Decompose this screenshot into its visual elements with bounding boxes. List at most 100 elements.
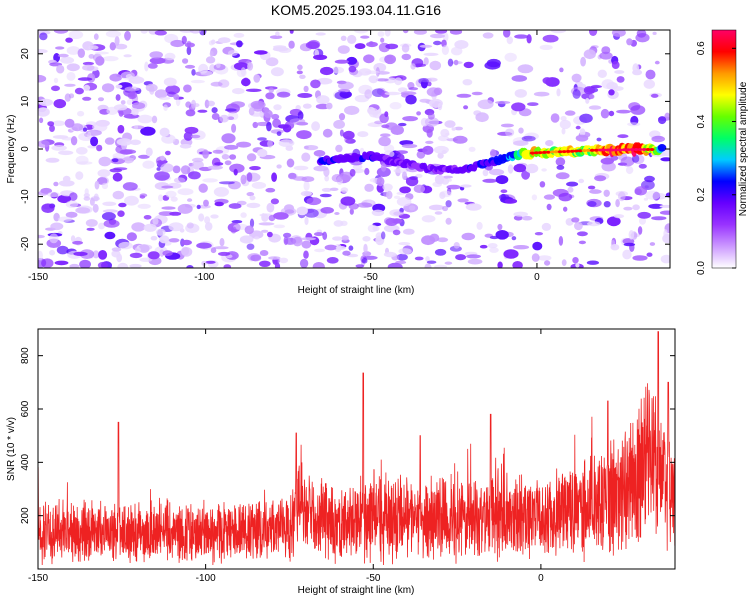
heatmap-cell [240,174,247,185]
heatmap-cell [254,236,260,240]
heatmap-cell [261,213,269,222]
heatmap-cell [531,194,538,201]
heatmap-cell [487,243,498,249]
heatmap-cell [473,110,482,116]
heatmap-cell [543,194,556,200]
heatmap-cell [616,109,631,114]
heatmap-cell [39,32,48,41]
heatmap-cell [241,78,251,87]
heatmap-cell [210,247,217,254]
heatmap-cell [587,185,596,190]
heatmap-cell [413,30,427,35]
heatmap-cell [542,77,552,85]
heatmap-cell [224,144,239,150]
heatmap-cell [454,126,464,131]
heatmap-cell [381,231,386,240]
heatmap-cell [191,157,204,163]
heatmap-cell [299,258,309,268]
heatmap-cell [269,35,283,39]
heatmap-cell [550,30,566,34]
heatmap-cell [204,216,211,224]
heatmap-cell [115,84,123,89]
heatmap-cell [268,87,274,93]
x-tick-label: 0 [538,573,544,584]
heatmap-cell [555,157,566,167]
heatmap-cell [452,135,468,144]
heatmap-cell [265,187,276,193]
heatmap-cell [85,219,98,227]
heatmap-cell [332,236,343,241]
heatmap-cell [476,221,483,230]
heatmap-cell [92,203,99,213]
heatmap-cell [414,256,424,261]
heatmap-cell [600,157,614,165]
ridge-peak [641,148,647,151]
heatmap-cell [600,108,610,119]
heatmap-cell [479,244,488,249]
heatmap-cell [64,83,76,87]
heatmap-cell [82,64,95,71]
heatmap-cell [113,104,128,111]
heatmap-cell [466,254,481,259]
heatmap-cell [179,144,192,149]
heatmap-cell [385,43,399,50]
heatmap-cell [590,85,603,89]
heatmap-cell [572,257,579,264]
heatmap-cell [497,261,503,268]
heatmap-cell [326,102,333,110]
heatmap-cell [69,192,78,201]
heatmap-cell [273,45,287,49]
heatmap-cell [489,168,505,176]
heatmap-cell [434,174,445,185]
heatmap-cell [539,44,553,51]
heatmap-cell [104,231,116,240]
ridge-peak [529,151,535,155]
heatmap-cell [117,210,125,217]
heatmap-cell [251,181,267,189]
spectrogram-heatmap [38,30,670,268]
heatmap-cell [419,44,433,48]
heatmap-cell [198,183,208,193]
heatmap-cell [96,144,103,152]
x-tick-label: -50 [363,272,378,283]
heatmap-cell [383,251,397,258]
heatmap-cell [364,89,373,99]
heatmap-cell [425,140,434,144]
heatmap-cell [376,167,391,178]
heatmap-cell [400,91,417,96]
heatmap-cell [396,253,408,261]
heatmap-cell [149,51,163,59]
heatmap-cell [158,194,164,202]
heatmap-cell [104,137,115,145]
heatmap-cell [514,89,527,98]
spectrogram-ylabel: Frequency (Hz) [6,115,17,184]
colorbar-label: Normalized spectral amplitude [738,81,749,216]
spectrogram-ridge [316,142,667,175]
heatmap-cell [162,250,173,257]
heatmap-cell [424,263,432,268]
heatmap-cell [518,127,524,134]
heatmap-cell [566,181,579,187]
heatmap-cell [390,125,404,135]
heatmap-cell [542,34,559,43]
heatmap-cell [368,75,379,84]
heatmap-cell [109,168,123,173]
heatmap-cell [301,152,311,162]
heatmap-cell [83,193,90,198]
heatmap-cell [644,175,655,183]
heatmap-cell [207,165,223,170]
spectrogram-xlabel: Height of straight line (km) [298,285,415,296]
heatmap-cell [122,157,135,161]
heatmap-cell [558,236,564,246]
heatmap-cell [576,231,588,237]
heatmap-cell [47,121,55,127]
heatmap-cell [198,63,209,74]
heatmap-cell [320,66,334,76]
heatmap-cell [394,77,403,86]
heatmap-cell [66,72,76,81]
heatmap-cell [402,171,407,180]
heatmap-cell [211,113,220,120]
heatmap-cell [623,242,636,247]
heatmap-cell [126,99,133,105]
heatmap-cell [643,79,655,89]
